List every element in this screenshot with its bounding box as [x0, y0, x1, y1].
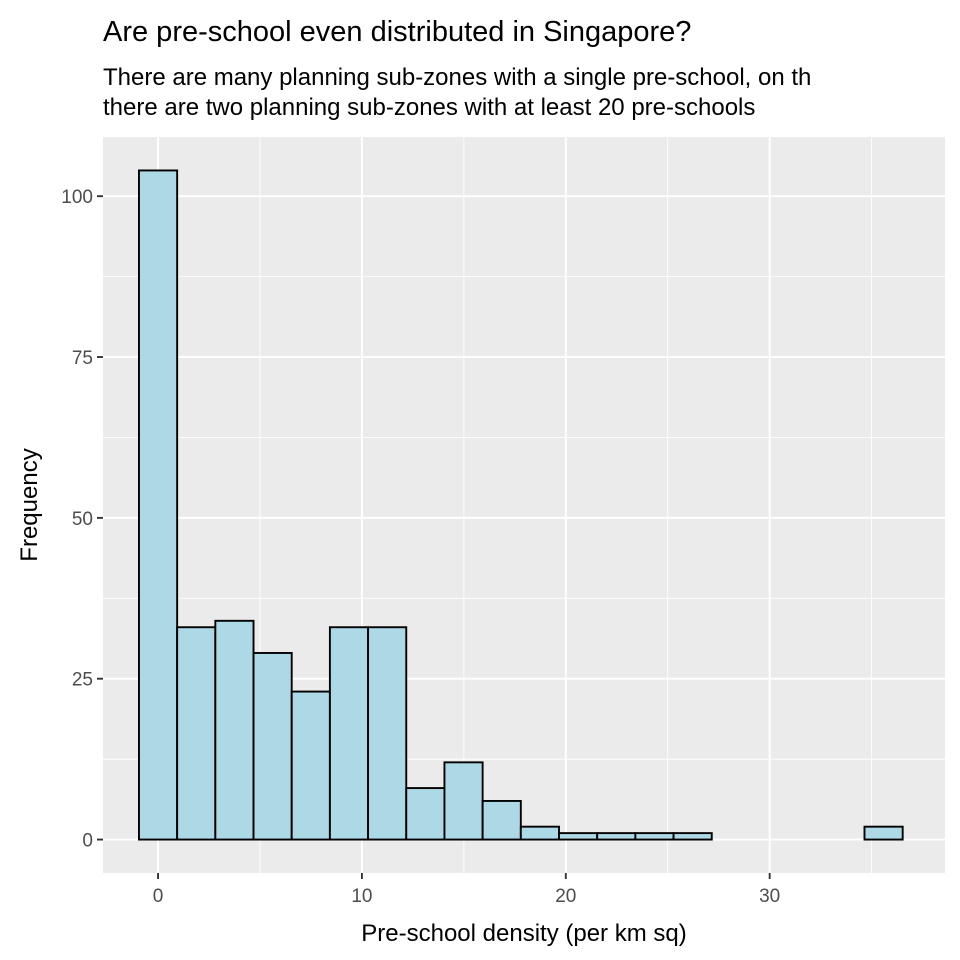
histogram-bar: [863, 825, 904, 841]
histogram-bar: [443, 761, 484, 841]
x-axis: 0 10 20 30: [153, 873, 780, 907]
y-tick-label: 100: [61, 187, 93, 208]
histogram-bar: [558, 832, 599, 841]
y-tick-label: 50: [72, 509, 93, 530]
x-tick-label: 30: [759, 886, 780, 907]
x-tick-label: 10: [351, 886, 372, 907]
y-tick-label: 0: [82, 831, 93, 852]
histogram-bar: [367, 626, 408, 841]
histogram-bar: [138, 169, 179, 841]
x-tick-label: 20: [555, 886, 576, 907]
histogram-bar: [328, 626, 370, 841]
histogram-bar: [519, 825, 560, 841]
y-axis: 0 25 50 75 100: [61, 187, 103, 852]
chart-subtitle-line-1: There are many planning sub-zones with a…: [103, 64, 811, 91]
histogram-bar: [634, 832, 675, 841]
histogram-bar: [405, 787, 446, 841]
histogram-bar: [290, 690, 331, 841]
x-tick-label: 0: [153, 886, 164, 907]
histogram-bar: [176, 626, 217, 841]
histogram-bar: [672, 832, 713, 841]
histogram-bar: [596, 832, 637, 841]
y-tick-label: 75: [72, 348, 93, 369]
histogram-bar: [252, 652, 293, 841]
histogram-bars: [138, 169, 904, 841]
histogram-bar: [214, 619, 255, 841]
chart-title: Are pre-school even distributed in Singa…: [103, 16, 691, 48]
y-tick-label: 25: [72, 670, 93, 691]
y-axis-title: Frequency: [16, 448, 43, 561]
minor-gridlines: [103, 137, 945, 873]
chart-subtitle-line-2: there are two planning sub-zones with at…: [103, 94, 755, 121]
x-axis-title: Pre-school density (per km sq): [361, 920, 686, 947]
histogram-bar: [481, 799, 522, 841]
